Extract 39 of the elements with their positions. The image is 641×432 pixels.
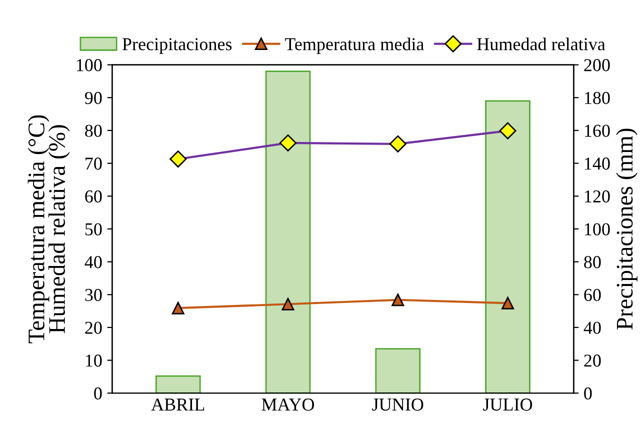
bar bbox=[265, 70, 311, 394]
y2-tick-label: 120 bbox=[585, 190, 610, 203]
y-tick-label: 80 bbox=[85, 124, 102, 137]
y2-tick-label: 200 bbox=[584, 59, 610, 72]
y2-axis-title: Precipitaciones (mm) bbox=[616, 128, 638, 330]
y2-tick-label: 160 bbox=[585, 124, 610, 137]
point bbox=[282, 298, 294, 310]
point bbox=[502, 296, 514, 310]
y-tick-label: 20 bbox=[85, 322, 102, 334]
legend-label: Precipitaciones bbox=[122, 38, 232, 54]
legend-label: Temperatura media bbox=[284, 38, 424, 54]
bar bbox=[485, 100, 530, 394]
y2-tick-label: 80 bbox=[584, 256, 601, 268]
x-tick-label: MAYO bbox=[262, 398, 314, 411]
y2-tick-label: 100 bbox=[585, 223, 610, 236]
x-tick-label: JULIO bbox=[483, 398, 532, 411]
y-tick-label: 40 bbox=[84, 256, 102, 268]
x-tick-label: JUNIO bbox=[372, 398, 424, 411]
y-tick-label: 50 bbox=[85, 223, 102, 236]
y-tick-label: 0 bbox=[94, 387, 102, 400]
y-axis-title: Temperatura media (°C) Humedad relativa (%) bbox=[28, 115, 70, 344]
y-tick-label: 70 bbox=[86, 158, 102, 170]
y-tick-label: 30 bbox=[85, 288, 102, 302]
y2-tick-label: 20 bbox=[584, 354, 601, 367]
y2-tick-label: 60 bbox=[584, 288, 601, 302]
point bbox=[392, 294, 404, 306]
bar bbox=[375, 348, 421, 394]
y-tick-label: 90 bbox=[84, 92, 102, 104]
y-tick-label: 10 bbox=[86, 354, 102, 367]
legend-label: Humedad relativa bbox=[477, 38, 606, 50]
point bbox=[172, 302, 184, 314]
y2-tick-label: 0 bbox=[584, 387, 592, 400]
y2-tick-label: 180 bbox=[585, 92, 610, 104]
y-tick-label: 100 bbox=[76, 59, 102, 72]
y-tick-label: 60 bbox=[85, 190, 102, 203]
y2-tick-label: 140 bbox=[585, 158, 610, 170]
bar bbox=[155, 375, 201, 394]
x-tick-label: ABRIL bbox=[151, 398, 204, 411]
y2-tick-label: 40 bbox=[584, 322, 601, 334]
